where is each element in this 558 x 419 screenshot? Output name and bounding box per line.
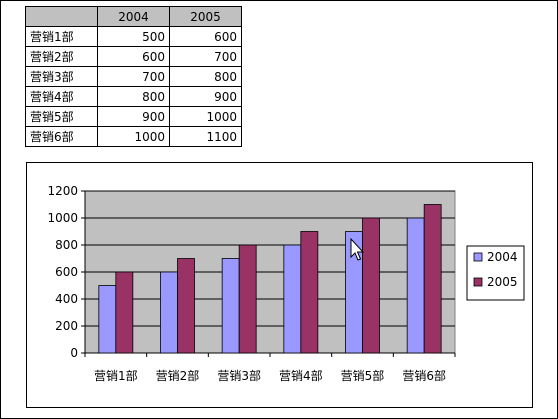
bar-2005 xyxy=(177,258,195,354)
cell-2004[interactable]: 1000 xyxy=(97,126,170,147)
table-row: 营销4部 800 900 xyxy=(25,86,242,107)
table-row: 营销2部 600 700 xyxy=(25,46,242,67)
row-label[interactable]: 营销4部 xyxy=(25,86,98,107)
cell-2004[interactable]: 900 xyxy=(97,106,170,127)
row-label[interactable]: 营销2部 xyxy=(25,46,98,67)
cell-2004[interactable]: 600 xyxy=(97,46,170,67)
bar-2004 xyxy=(98,285,117,354)
y-tick-label: 400 xyxy=(55,292,78,306)
cell-2004[interactable]: 800 xyxy=(97,86,170,107)
data-table: 2004 2005 营销1部 500 600 营销2部 600 700 营销3部… xyxy=(25,6,242,147)
bar-2005 xyxy=(238,244,257,354)
row-label[interactable]: 营销3部 xyxy=(25,66,98,87)
table-row: 营销5部 900 1000 xyxy=(25,106,242,127)
bar-2005 xyxy=(423,204,442,354)
header-cell-2005[interactable]: 2005 xyxy=(169,6,242,27)
legend-swatch-2005 xyxy=(473,277,483,287)
legend-label-2004: 2004 xyxy=(487,250,518,264)
legend-swatch-2004 xyxy=(473,252,483,262)
chart-area[interactable]: 0 200 400 600 800 1000 1200 营销1部 营销2部 营销3部 营销4部 营销5… xyxy=(26,162,533,408)
bar-2004 xyxy=(221,258,240,354)
table-row: 营销1部 500 600 xyxy=(25,26,242,47)
legend-label-2005: 2005 xyxy=(487,275,518,289)
cell-2005[interactable]: 1100 xyxy=(169,126,242,147)
y-tick-label: 1200 xyxy=(47,184,78,198)
bar-2005 xyxy=(115,271,134,354)
bar-2004 xyxy=(283,244,302,354)
table-row: 营销3部 700 800 xyxy=(25,66,242,87)
y-tick-label: 800 xyxy=(55,238,78,252)
bar-2004 xyxy=(160,271,178,354)
category-label: 营销4部 xyxy=(279,368,323,383)
table-header-row: 2004 2005 xyxy=(25,6,242,27)
cell-2005[interactable]: 700 xyxy=(169,46,242,67)
cell-2004[interactable]: 500 xyxy=(97,26,170,47)
category-label: 营销1部 xyxy=(94,368,138,383)
bar-2004 xyxy=(406,217,425,354)
cell-2004[interactable]: 700 xyxy=(97,66,170,87)
cell-2005[interactable]: 800 xyxy=(169,66,242,87)
cell-2005[interactable]: 1000 xyxy=(169,106,242,127)
category-label: 营销2部 xyxy=(156,368,200,383)
y-tick-label: 200 xyxy=(55,319,78,333)
row-label[interactable]: 营销5部 xyxy=(25,106,98,127)
category-label: 营销3部 xyxy=(217,368,261,383)
bar-2004 xyxy=(345,231,363,354)
header-cell-corner[interactable] xyxy=(25,6,98,27)
header-cell-2004[interactable]: 2004 xyxy=(97,6,170,27)
table-row: 营销6部 1000 1100 xyxy=(25,126,242,147)
category-label: 营销5部 xyxy=(341,368,385,383)
row-label[interactable]: 营销1部 xyxy=(25,26,98,47)
category-label: 营销6部 xyxy=(402,368,446,383)
y-tick-label: 600 xyxy=(55,265,78,279)
bar-chart: 0 200 400 600 800 1000 1200 营销1部 营销2部 营销3部 营销4部 营销5… xyxy=(47,184,525,383)
bar-2005 xyxy=(362,217,380,354)
cell-2005[interactable]: 600 xyxy=(169,26,242,47)
y-tick-label: 1000 xyxy=(47,211,78,225)
cell-2005[interactable]: 900 xyxy=(169,86,242,107)
y-tick-label: 0 xyxy=(70,346,78,360)
bar-2005 xyxy=(300,231,319,354)
row-label[interactable]: 营销6部 xyxy=(25,126,98,147)
